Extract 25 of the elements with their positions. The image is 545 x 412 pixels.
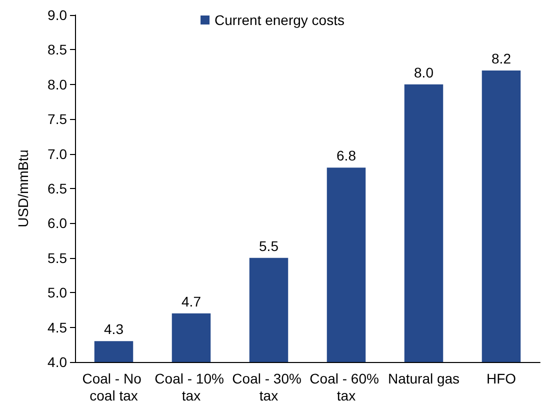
y-tick-label: 4.5 [48,319,68,336]
y-tick-label: 7.0 [48,146,68,162]
y-tick-label: 7.5 [48,111,68,128]
y-tick-label: 8.0 [48,76,68,92]
y-axis-title: USD/mmBtu [15,150,31,228]
x-tick-label: Coal - 30% tax [232,370,306,404]
x-tick-label: Coal - 60% tax [310,370,383,404]
x-tick-label: Coal - No coal tax [82,370,146,404]
data-label: 4.3 [104,321,124,338]
data-label: 5.5 [259,238,279,254]
x-tick-label: Natural gas [388,370,460,386]
data-label: 4.7 [182,293,202,310]
y-tick-label: 6.0 [48,215,68,232]
x-tick-label: Coal - 10% tax [154,370,228,404]
y-tick-label: 5.0 [48,284,68,301]
y-tick-label: 4.0 [48,354,68,370]
data-label: 6.8 [336,148,356,164]
data-label: 8.2 [492,50,512,67]
x-tick-label: HFO [486,370,516,386]
legend-label: Current energy costs [214,12,344,28]
data-label: 8.0 [414,64,434,80]
y-tick-label: 6.5 [48,180,68,196]
y-tick-label: 5.5 [48,250,68,266]
y-tick-label: 8.5 [48,42,68,58]
y-tick-label: 9.0 [48,7,68,23]
